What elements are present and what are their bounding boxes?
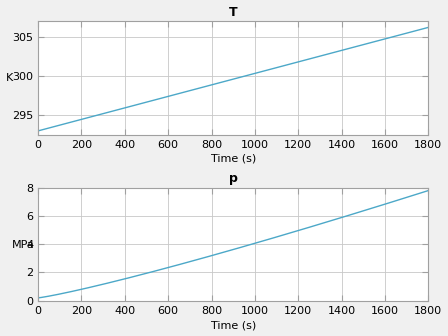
Title: p: p	[229, 172, 237, 185]
Y-axis label: MPa: MPa	[12, 240, 34, 250]
Title: T: T	[229, 6, 237, 18]
X-axis label: Time (s): Time (s)	[211, 154, 256, 164]
X-axis label: Time (s): Time (s)	[211, 321, 256, 330]
Y-axis label: K: K	[5, 73, 13, 83]
